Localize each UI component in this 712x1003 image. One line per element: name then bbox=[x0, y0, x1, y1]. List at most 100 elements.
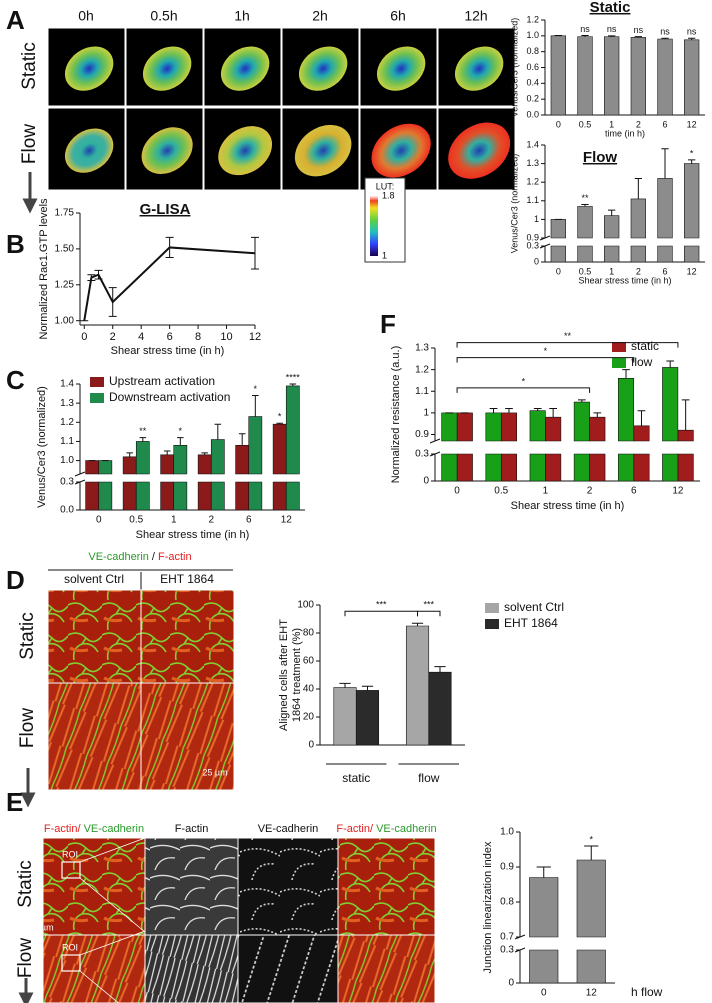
micrograph bbox=[47, 682, 142, 791]
x-tick-label: 12 bbox=[281, 515, 293, 526]
error-bar bbox=[634, 36, 642, 38]
y-tick-label: 1.00 bbox=[55, 315, 75, 326]
error-bar bbox=[622, 369, 630, 379]
header-part: VE-cadherin bbox=[376, 823, 437, 835]
axis-break bbox=[429, 438, 441, 457]
y-tick-label: 1.3 bbox=[415, 343, 429, 354]
y-tick-label: 20 bbox=[303, 712, 315, 723]
error-bar bbox=[361, 685, 374, 691]
error-bar bbox=[681, 399, 690, 431]
cell bbox=[220, 46, 270, 91]
bar bbox=[210, 439, 225, 511]
time-label: 0.5h bbox=[150, 8, 177, 24]
bar bbox=[235, 444, 250, 511]
y-tick-label: 1.0 bbox=[526, 30, 539, 40]
x-tick-label: 0 bbox=[556, 266, 561, 276]
error-bar bbox=[252, 394, 259, 417]
significance: * bbox=[254, 384, 258, 394]
x-tick-label: 1 bbox=[609, 266, 614, 276]
error-bar bbox=[108, 287, 117, 317]
y-tick-label: 1.2 bbox=[415, 364, 429, 375]
error-bar bbox=[489, 408, 498, 413]
micrograph bbox=[144, 934, 239, 1003]
micrograph bbox=[47, 589, 142, 684]
x-tick-label: 1 bbox=[543, 486, 549, 497]
cell bbox=[294, 124, 352, 177]
roi-label: ROI bbox=[62, 942, 78, 952]
error-bar bbox=[177, 437, 184, 446]
roi-box bbox=[61, 954, 81, 972]
x-tick-label: 2 bbox=[587, 486, 593, 497]
y-axis-label-line: 1864 treatment (%) bbox=[291, 628, 303, 722]
cell bbox=[64, 128, 114, 173]
bar bbox=[197, 454, 212, 511]
y-tick-label: 1.0 bbox=[500, 827, 514, 838]
cell bbox=[448, 122, 511, 179]
time-label: 6h bbox=[390, 8, 406, 24]
y-tick-label: 0 bbox=[534, 256, 539, 266]
time-label: 12h bbox=[464, 8, 487, 24]
y-tick-label: 0.3 bbox=[60, 477, 74, 488]
y-tick-label: 40 bbox=[303, 684, 315, 695]
column-label: solvent Ctrl bbox=[64, 572, 124, 586]
legend-label: static bbox=[631, 339, 659, 353]
x-tick-label: 12 bbox=[249, 331, 261, 343]
panel-label: A bbox=[6, 5, 25, 35]
bar bbox=[550, 35, 566, 116]
bar bbox=[405, 625, 430, 746]
y-tick-label: 60 bbox=[303, 656, 315, 667]
error-bar bbox=[339, 682, 351, 688]
x-tick-label: 6 bbox=[662, 266, 667, 276]
error-bar bbox=[94, 269, 103, 280]
legend-label: EHT 1864 bbox=[504, 616, 558, 630]
x-tick-label: 12 bbox=[687, 266, 697, 276]
group-label: static bbox=[342, 771, 370, 785]
y-tick-label: 1.4 bbox=[60, 379, 74, 390]
significance: ns bbox=[607, 24, 617, 34]
x-axis-label: time (in h) bbox=[605, 128, 645, 138]
y-tick-label: 1.1 bbox=[526, 195, 539, 205]
cell bbox=[141, 127, 193, 174]
x-tick-label: 0.5 bbox=[579, 119, 592, 129]
x-tick-label: 12 bbox=[687, 119, 697, 129]
roi-zoom bbox=[79, 837, 146, 933]
axis-break bbox=[74, 471, 86, 485]
x-tick-label: 0 bbox=[96, 515, 102, 526]
chart-title: G-LISA bbox=[140, 201, 191, 218]
scale-bar-label: 25 µm bbox=[202, 767, 227, 777]
bar bbox=[576, 859, 606, 984]
x-tick-label: 10 bbox=[220, 331, 232, 343]
y-tick-label: 1.1 bbox=[60, 436, 74, 447]
x-tick-label: 0.5 bbox=[494, 486, 508, 497]
legend-swatch bbox=[485, 603, 499, 613]
error-bar bbox=[581, 34, 589, 37]
y-tick-label: 0.6 bbox=[526, 62, 539, 72]
legend-label: Downstream activation bbox=[109, 390, 230, 404]
bar bbox=[333, 687, 357, 746]
y-tick-label: 0.3 bbox=[500, 945, 514, 956]
error-bar bbox=[201, 452, 208, 455]
y-tick-label: 0.0 bbox=[60, 505, 74, 516]
significance: * bbox=[690, 148, 694, 158]
error-bar bbox=[549, 408, 558, 418]
error-bar bbox=[584, 845, 599, 860]
bar bbox=[441, 412, 458, 482]
y-tick-label: 1 bbox=[423, 408, 429, 419]
line bbox=[83, 246, 256, 321]
bar bbox=[589, 416, 606, 482]
y-tick-label: 1.2 bbox=[526, 177, 539, 187]
bracket-label: *** bbox=[423, 600, 434, 610]
bar bbox=[355, 690, 380, 746]
bar bbox=[122, 456, 137, 511]
error-bar bbox=[608, 209, 616, 216]
y-axis-label: Junction linearization index bbox=[482, 841, 494, 974]
scale-bar-label: 25 µm bbox=[28, 922, 53, 932]
header-part: VE-cadherin bbox=[84, 823, 145, 835]
bar bbox=[98, 460, 113, 511]
error-bar bbox=[289, 383, 297, 386]
error-bar bbox=[251, 236, 259, 270]
bar bbox=[577, 36, 593, 116]
x-tick-label: 1 bbox=[609, 119, 614, 129]
y-tick-label: 0.8 bbox=[526, 46, 539, 56]
panel-label: C bbox=[6, 365, 25, 395]
